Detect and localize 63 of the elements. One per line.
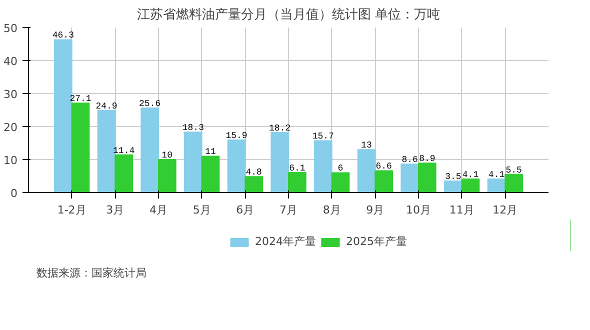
bar [71,102,90,192]
y-tick-label: 10 [4,154,18,167]
x-tick-label: 11月 [449,204,474,216]
bar [418,162,436,192]
bar [374,170,393,192]
bar [288,172,306,192]
data-label: 27.1 [70,94,92,104]
data-label: 4.8 [246,168,262,178]
legend-label: 2024年产量 [255,234,316,249]
data-label: 8.6 [402,155,418,166]
data-label: 6.1 [289,163,306,174]
data-label: 4.1 [488,170,505,180]
x-tick-label: 7月 [280,204,298,216]
data-label: 15.7 [312,132,334,142]
data-label: 15.9 [226,131,248,142]
x-tick-label: 10月 [406,204,431,216]
bar [504,174,523,192]
bar [201,156,220,192]
data-label: 11 [205,147,216,158]
bar [357,149,376,192]
source-note: 数据来源：国家统计局 [36,266,146,280]
data-label: 4.1 [462,170,479,180]
data-label: 18.3 [182,123,204,134]
x-tick-label: 5月 [192,204,211,216]
x-tick-label: 12月 [492,204,518,216]
bar [114,154,133,192]
bar [444,180,462,192]
data-label: 24.9 [96,101,118,112]
y-tick-label: 50 [4,22,18,35]
data-label: 6 [338,164,344,174]
data-label: 46.3 [52,30,74,41]
bar [400,164,419,192]
x-tick-label: 4月 [150,204,168,216]
y-tick-label: 0 [10,187,18,200]
y-tick-label: 20 [4,121,18,134]
data-label: 5.5 [506,165,522,176]
bar [331,172,350,192]
bar [314,140,332,192]
data-label: 10 [162,150,173,160]
y-tick-label: 30 [4,88,18,101]
bar [270,132,289,192]
data-label: 25.6 [139,99,161,110]
chart-title: 江苏省燃料油产量分月（当月值）统计图 单位：万吨 [136,8,440,22]
data-label: 13 [361,140,372,151]
bar [227,140,246,192]
bar [158,159,176,192]
bar [184,132,202,192]
bar [461,178,480,192]
data-label: 18.2 [269,123,291,134]
x-tick-label: 9月 [366,204,384,216]
data-label: 8.9 [419,154,436,164]
data-label: 11.4 [113,146,135,156]
data-label: 6.6 [376,162,392,172]
data-label: 3.5 [445,172,462,182]
y-tick-label: 40 [4,55,18,68]
x-tick-label: 8月 [322,204,341,216]
legend-label: 2025年产量 [346,234,407,249]
bar [487,178,506,192]
x-tick-label: 6月 [236,204,254,216]
bar [244,176,263,192]
x-tick-label: 1-2月 [57,204,86,216]
x-tick-label: 3月 [106,204,124,216]
bar [140,108,159,192]
